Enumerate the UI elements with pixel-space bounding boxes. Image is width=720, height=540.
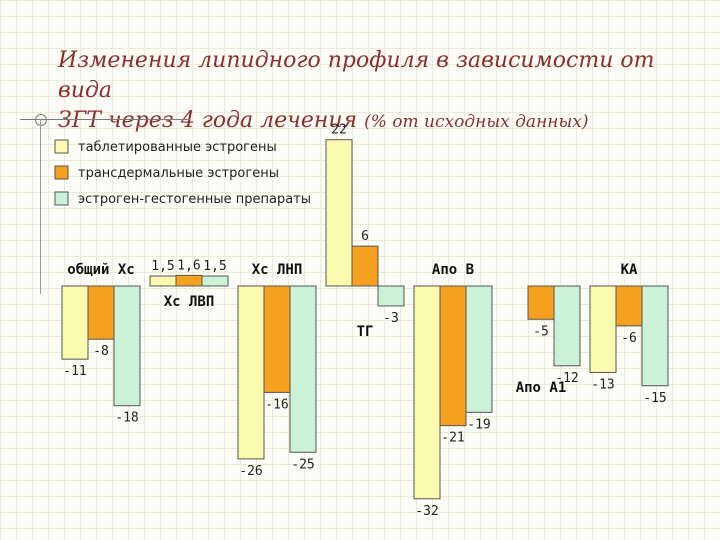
bar-2-3 bbox=[263, 285, 291, 393]
category-label-4: ТГ bbox=[357, 324, 374, 340]
data-label-1-2: 1,5 bbox=[151, 259, 174, 274]
title-line-2-main: ЗГТ через 4 года лечения bbox=[58, 108, 358, 133]
bar-2-6 bbox=[527, 285, 555, 320]
category-label-3: Хс ЛНП bbox=[252, 262, 303, 278]
data-label-3-2: 1,5 bbox=[203, 259, 226, 274]
data-label-1-1: -11 bbox=[63, 364, 86, 379]
bar-1-1 bbox=[61, 285, 89, 360]
bar-3-1 bbox=[113, 285, 141, 407]
bar-1-2 bbox=[149, 275, 177, 287]
data-label-2-5: -21 bbox=[441, 431, 464, 446]
bar-2-7 bbox=[615, 285, 643, 327]
legend-label-3: эстроген-гестогенные препараты bbox=[78, 192, 311, 207]
data-label-3-1: -18 bbox=[115, 411, 138, 426]
data-label-2-3: -16 bbox=[265, 397, 288, 412]
legend-label-2: трансдермальные эстрогены bbox=[78, 166, 279, 181]
data-label-3-3: -25 bbox=[291, 457, 314, 472]
title-line-2: ЗГТ через 4 года лечения (% от исходных … bbox=[58, 106, 698, 137]
bar-1-3 bbox=[237, 285, 265, 460]
bar-2-5 bbox=[439, 285, 467, 427]
data-label-3-6: -12 bbox=[555, 371, 578, 386]
bar-3-2 bbox=[201, 275, 229, 287]
bar-3-7 bbox=[641, 285, 669, 387]
category-label-7: КА bbox=[621, 262, 638, 278]
bar-2-4 bbox=[351, 245, 379, 287]
bar-3-4 bbox=[377, 285, 405, 307]
data-label-3-4: -3 bbox=[383, 311, 399, 326]
data-label-2-7: -6 bbox=[621, 331, 637, 346]
bar-3-6 bbox=[553, 285, 581, 367]
decorative-vertical-line bbox=[40, 119, 41, 294]
data-label-3-5: -19 bbox=[467, 417, 490, 432]
title-line-1: Изменения липидного профиля в зависимост… bbox=[58, 48, 655, 103]
data-label-1-7: -13 bbox=[591, 377, 614, 392]
decorative-circle bbox=[35, 114, 47, 126]
bar-2-2 bbox=[175, 274, 203, 287]
category-label-1: общий Хс bbox=[67, 262, 134, 278]
data-label-2-2: 1,6 bbox=[177, 258, 200, 273]
data-label-2-4: 6 bbox=[361, 229, 369, 244]
legend-label-1: таблетированные эстрогены bbox=[78, 140, 277, 155]
title-line-2-note: (% от исходных данных) bbox=[364, 112, 589, 132]
bar-1-5 bbox=[413, 285, 441, 500]
data-label-1-4: 22 bbox=[331, 123, 347, 138]
bar-3-3 bbox=[289, 285, 317, 453]
bar-1-4 bbox=[325, 139, 353, 287]
data-label-2-1: -8 bbox=[93, 344, 109, 359]
category-label-5: Апо В bbox=[432, 262, 474, 278]
legend-swatch-3 bbox=[54, 191, 69, 206]
data-label-3-7: -15 bbox=[643, 391, 666, 406]
bar-2-1 bbox=[87, 285, 115, 340]
data-label-1-5: -32 bbox=[415, 504, 438, 519]
data-label-1-3: -26 bbox=[239, 464, 262, 479]
category-label-6: Апо А1 bbox=[516, 380, 567, 396]
data-label-2-6: -5 bbox=[533, 324, 549, 339]
bar-3-5 bbox=[465, 285, 493, 413]
title-underline bbox=[20, 119, 190, 120]
category-label-2: Хс ЛВП bbox=[164, 294, 215, 310]
bar-1-7 bbox=[589, 285, 617, 373]
legend-swatch-1 bbox=[54, 139, 69, 154]
legend-swatch-2 bbox=[54, 165, 69, 180]
slide-title: Изменения липидного профиля в зависимост… bbox=[58, 46, 698, 137]
